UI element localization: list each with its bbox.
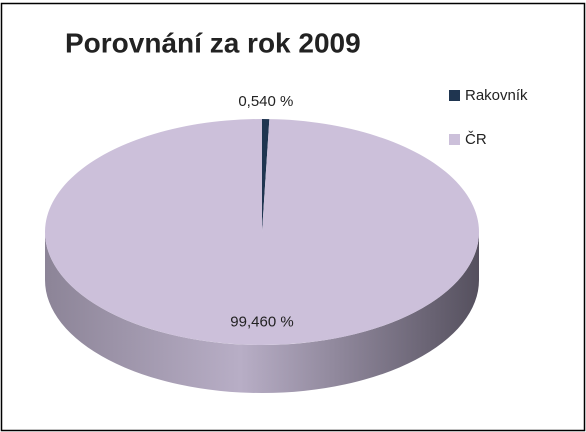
pie-slice: [262, 119, 270, 232]
legend-label: ČR: [465, 131, 487, 148]
pie-slice: [45, 119, 480, 346]
chart-title: Porovnání za rok 2009: [65, 27, 361, 58]
legend-label: Rakovník: [465, 87, 528, 104]
data-label: 0,540 %: [238, 93, 293, 110]
data-label: 99,460 %: [230, 313, 293, 330]
legend-swatch: [449, 134, 460, 145]
pie-side: [45, 232, 479, 393]
legend-swatch: [449, 90, 460, 101]
